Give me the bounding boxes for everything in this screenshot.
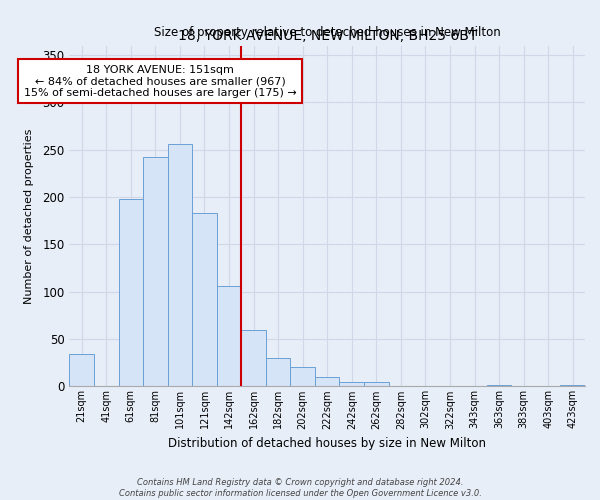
- Bar: [143, 158, 167, 386]
- Bar: [290, 368, 315, 386]
- Bar: [70, 354, 94, 386]
- Bar: [119, 199, 143, 386]
- Text: Size of property relative to detached houses in New Milton: Size of property relative to detached ho…: [154, 26, 500, 39]
- Title: 18, YORK AVENUE, NEW MILTON, BH25 6BT: 18, YORK AVENUE, NEW MILTON, BH25 6BT: [178, 29, 477, 43]
- Text: Contains HM Land Registry data © Crown copyright and database right 2024.
Contai: Contains HM Land Registry data © Crown c…: [119, 478, 481, 498]
- Bar: [266, 358, 290, 386]
- Bar: [315, 377, 340, 386]
- Bar: [192, 213, 217, 386]
- Bar: [167, 144, 192, 386]
- Bar: [364, 382, 389, 386]
- Text: 18 YORK AVENUE: 151sqm  
← 84% of detached houses are smaller (967)
15% of semi-: 18 YORK AVENUE: 151sqm ← 84% of detached…: [24, 64, 296, 98]
- Y-axis label: Number of detached properties: Number of detached properties: [24, 128, 34, 304]
- X-axis label: Distribution of detached houses by size in New Milton: Distribution of detached houses by size …: [168, 437, 486, 450]
- Bar: [241, 330, 266, 386]
- Bar: [340, 382, 364, 386]
- Bar: [217, 286, 241, 386]
